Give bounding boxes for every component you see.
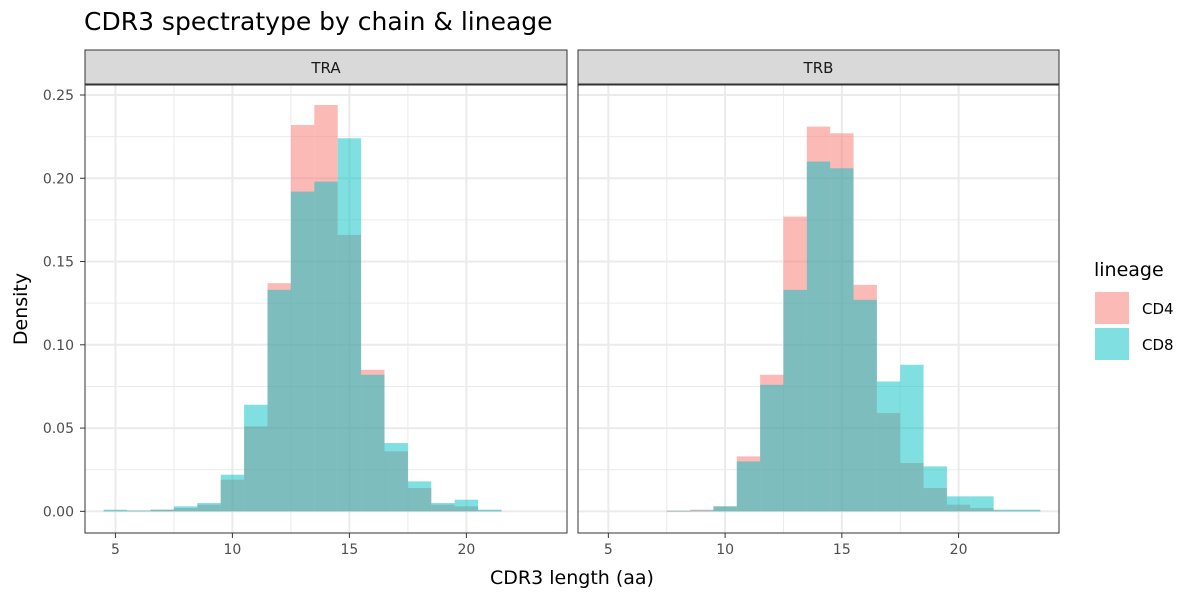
bar-tra-cd8 <box>407 481 432 512</box>
y-tick-label: 0.05 <box>43 421 74 437</box>
x-ticks-trb: 5 10 15 20 <box>604 533 968 558</box>
x-tick-label: 20 <box>950 542 968 558</box>
bar-tra-cd8 <box>361 374 385 512</box>
bar-trb-cd8 <box>830 168 854 512</box>
strip-trb <box>577 49 1060 85</box>
legend-label-cd8: CD8 <box>1142 336 1174 354</box>
strip-label-trb: TRB <box>803 59 834 77</box>
bar-tra-cd8 <box>384 443 408 512</box>
legend-title: lineage <box>1094 259 1164 281</box>
x-ticks-tra: 5 10 15 20 <box>111 533 475 558</box>
panel-frame-tra <box>84 84 568 534</box>
panel-frame-trb <box>577 84 1060 534</box>
bar-trb-cd8 <box>666 511 691 512</box>
bar-trb-cd8 <box>923 466 947 512</box>
x-tick-label: 15 <box>340 542 358 558</box>
legend-key-cd8 <box>1095 328 1129 360</box>
bar-tra-cd8 <box>220 474 245 512</box>
bar-tra-cd8 <box>150 509 174 512</box>
bar-trb-cd8 <box>736 461 761 512</box>
panel-tra: TRA 5 10 15 20 <box>84 49 568 558</box>
bar-tra-cd8 <box>197 503 221 512</box>
legend-label-cd4: CD4 <box>1142 300 1174 318</box>
bar-trb-cd8 <box>946 496 971 512</box>
bar-tra-cd8 <box>337 138 362 512</box>
y-axis-title: Density <box>10 273 32 345</box>
bar-trb-cd8 <box>993 509 1017 512</box>
x-axis-title: CDR3 length (aa) <box>490 567 654 589</box>
strip-tra <box>84 49 568 85</box>
bar-tra-cd8 <box>478 509 502 512</box>
legend-key-cd4 <box>1095 292 1129 324</box>
y-tick-label: 0.25 <box>43 88 74 104</box>
x-tick-label: 5 <box>111 542 120 558</box>
y-axis-ticks: 0.00 0.05 0.10 0.15 0.20 0.25 <box>43 88 85 520</box>
y-tick-label: 0.00 <box>43 504 74 520</box>
bar-trb-cd8 <box>690 510 714 512</box>
bar-trb-cd8 <box>876 381 901 512</box>
bar-tra-cd8 <box>314 181 338 512</box>
bar-tra-cd8 <box>103 509 128 512</box>
bar-trb-cd8 <box>900 364 924 512</box>
x-tick-label: 5 <box>604 542 613 558</box>
bar-tra-cd8 <box>173 506 198 512</box>
bars-trb <box>666 126 1041 512</box>
bar-tra-cd8 <box>431 503 455 512</box>
bar-trb-cd8 <box>806 161 831 512</box>
bar-trb-cd8 <box>853 299 877 512</box>
x-tick-label: 15 <box>833 542 851 558</box>
bar-trb-cd8 <box>1016 509 1041 512</box>
bar-trb-cd4 <box>666 510 691 512</box>
panel-trb: TRB 5 10 15 20 <box>577 49 1060 558</box>
strip-label-tra: TRA <box>310 59 341 77</box>
bar-tra-cd8 <box>267 289 291 512</box>
x-tick-label: 10 <box>223 542 241 558</box>
x-tick-label: 20 <box>457 542 475 558</box>
y-tick-label: 0.10 <box>43 338 74 354</box>
y-tick-label: 0.20 <box>43 171 74 187</box>
x-tick-label: 10 <box>716 542 734 558</box>
y-tick-label: 0.15 <box>43 255 74 271</box>
bar-tra-cd8 <box>244 404 268 512</box>
legend: lineage CD4 CD8 <box>1094 259 1174 360</box>
bar-tra-cd8 <box>454 499 479 512</box>
bar-tra-cd8 <box>127 510 151 512</box>
bar-trb-cd8 <box>783 289 807 512</box>
bar-tra-cd8 <box>290 191 315 512</box>
chart-title: CDR3 spectratype by chain & lineage <box>84 7 553 36</box>
bars-tra <box>103 104 502 512</box>
bar-trb-cd8 <box>970 496 994 512</box>
bar-trb-cd8 <box>760 384 784 512</box>
bar-trb-cd8 <box>713 506 737 512</box>
